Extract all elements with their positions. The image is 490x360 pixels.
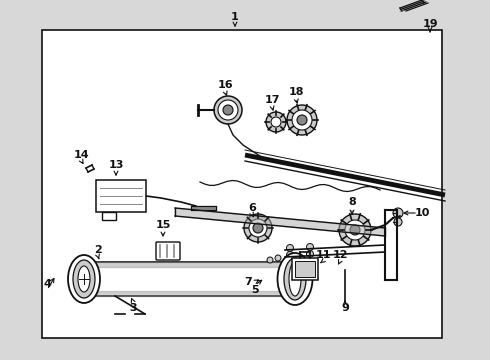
Ellipse shape — [68, 255, 100, 303]
Bar — [292, 258, 318, 280]
Circle shape — [214, 96, 242, 124]
Text: 14: 14 — [73, 150, 89, 160]
Circle shape — [271, 117, 281, 127]
Text: 4: 4 — [43, 279, 51, 289]
Text: 2: 2 — [94, 245, 102, 255]
Text: 9: 9 — [341, 303, 349, 313]
Ellipse shape — [78, 266, 90, 292]
Text: 15: 15 — [155, 220, 171, 230]
Text: 1: 1 — [231, 12, 239, 22]
Circle shape — [339, 214, 371, 246]
Circle shape — [266, 112, 286, 132]
Circle shape — [345, 220, 365, 240]
Ellipse shape — [277, 253, 313, 305]
Circle shape — [223, 105, 233, 115]
Text: 16: 16 — [217, 80, 233, 90]
Text: 13: 13 — [108, 160, 123, 170]
Text: 10: 10 — [415, 208, 430, 218]
Bar — [96, 180, 146, 212]
Circle shape — [307, 243, 314, 251]
Polygon shape — [175, 208, 385, 236]
Circle shape — [297, 115, 307, 125]
Circle shape — [287, 244, 294, 252]
Circle shape — [275, 255, 281, 261]
Text: 12: 12 — [332, 250, 348, 260]
Circle shape — [292, 110, 312, 130]
Ellipse shape — [289, 262, 301, 296]
Text: 18: 18 — [288, 87, 304, 97]
Bar — [295, 261, 315, 277]
Text: 11: 11 — [315, 250, 331, 260]
Ellipse shape — [73, 260, 95, 298]
Circle shape — [350, 225, 360, 235]
Bar — [88, 262, 295, 296]
FancyBboxPatch shape — [156, 242, 180, 260]
Text: 8: 8 — [348, 197, 356, 207]
Circle shape — [267, 257, 273, 263]
Text: 6: 6 — [248, 203, 256, 213]
Circle shape — [218, 100, 238, 120]
Circle shape — [287, 105, 317, 135]
Bar — [102, 212, 116, 220]
Text: 5: 5 — [251, 285, 259, 295]
Ellipse shape — [284, 258, 306, 300]
Circle shape — [393, 208, 403, 218]
Text: 3: 3 — [129, 303, 137, 313]
Text: 17: 17 — [264, 95, 280, 105]
Circle shape — [249, 219, 267, 237]
Text: 19: 19 — [422, 19, 438, 29]
Circle shape — [287, 252, 294, 258]
Circle shape — [307, 251, 314, 257]
Circle shape — [394, 218, 402, 226]
Text: 7: 7 — [244, 277, 252, 287]
Circle shape — [244, 214, 272, 242]
Circle shape — [253, 223, 263, 233]
Bar — [42, 30, 442, 338]
